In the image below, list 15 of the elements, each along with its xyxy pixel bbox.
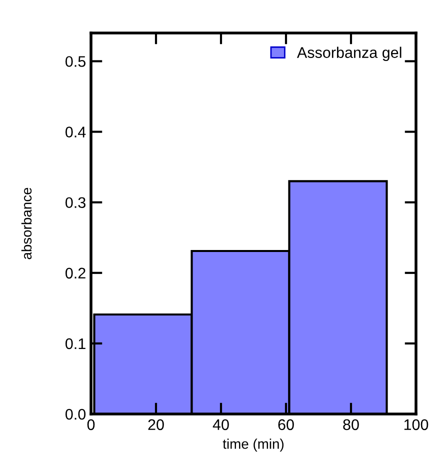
x-tick-label: 60 xyxy=(278,419,294,430)
x-tick-label: 100 xyxy=(404,419,428,430)
x-tick-label: 40 xyxy=(212,419,229,430)
x-tick-label: 80 xyxy=(343,419,359,430)
y-tick-label: 0.4 xyxy=(66,126,86,138)
y-tick-label: 0.1 xyxy=(66,338,86,350)
y-tick-label: 0.0 xyxy=(66,408,86,420)
y-axis-title: absorbance xyxy=(21,188,32,260)
y-tick-label: 0.3 xyxy=(66,197,86,208)
legend-label: Assorbanza gel xyxy=(296,46,402,61)
y-tick-label: 0.5 xyxy=(66,56,86,67)
y-tick-label: 0.2 xyxy=(66,268,86,279)
x-tick-label: 20 xyxy=(148,419,164,430)
x-axis-title: time (min) xyxy=(222,438,284,452)
x-tick-label: 0 xyxy=(87,419,95,430)
